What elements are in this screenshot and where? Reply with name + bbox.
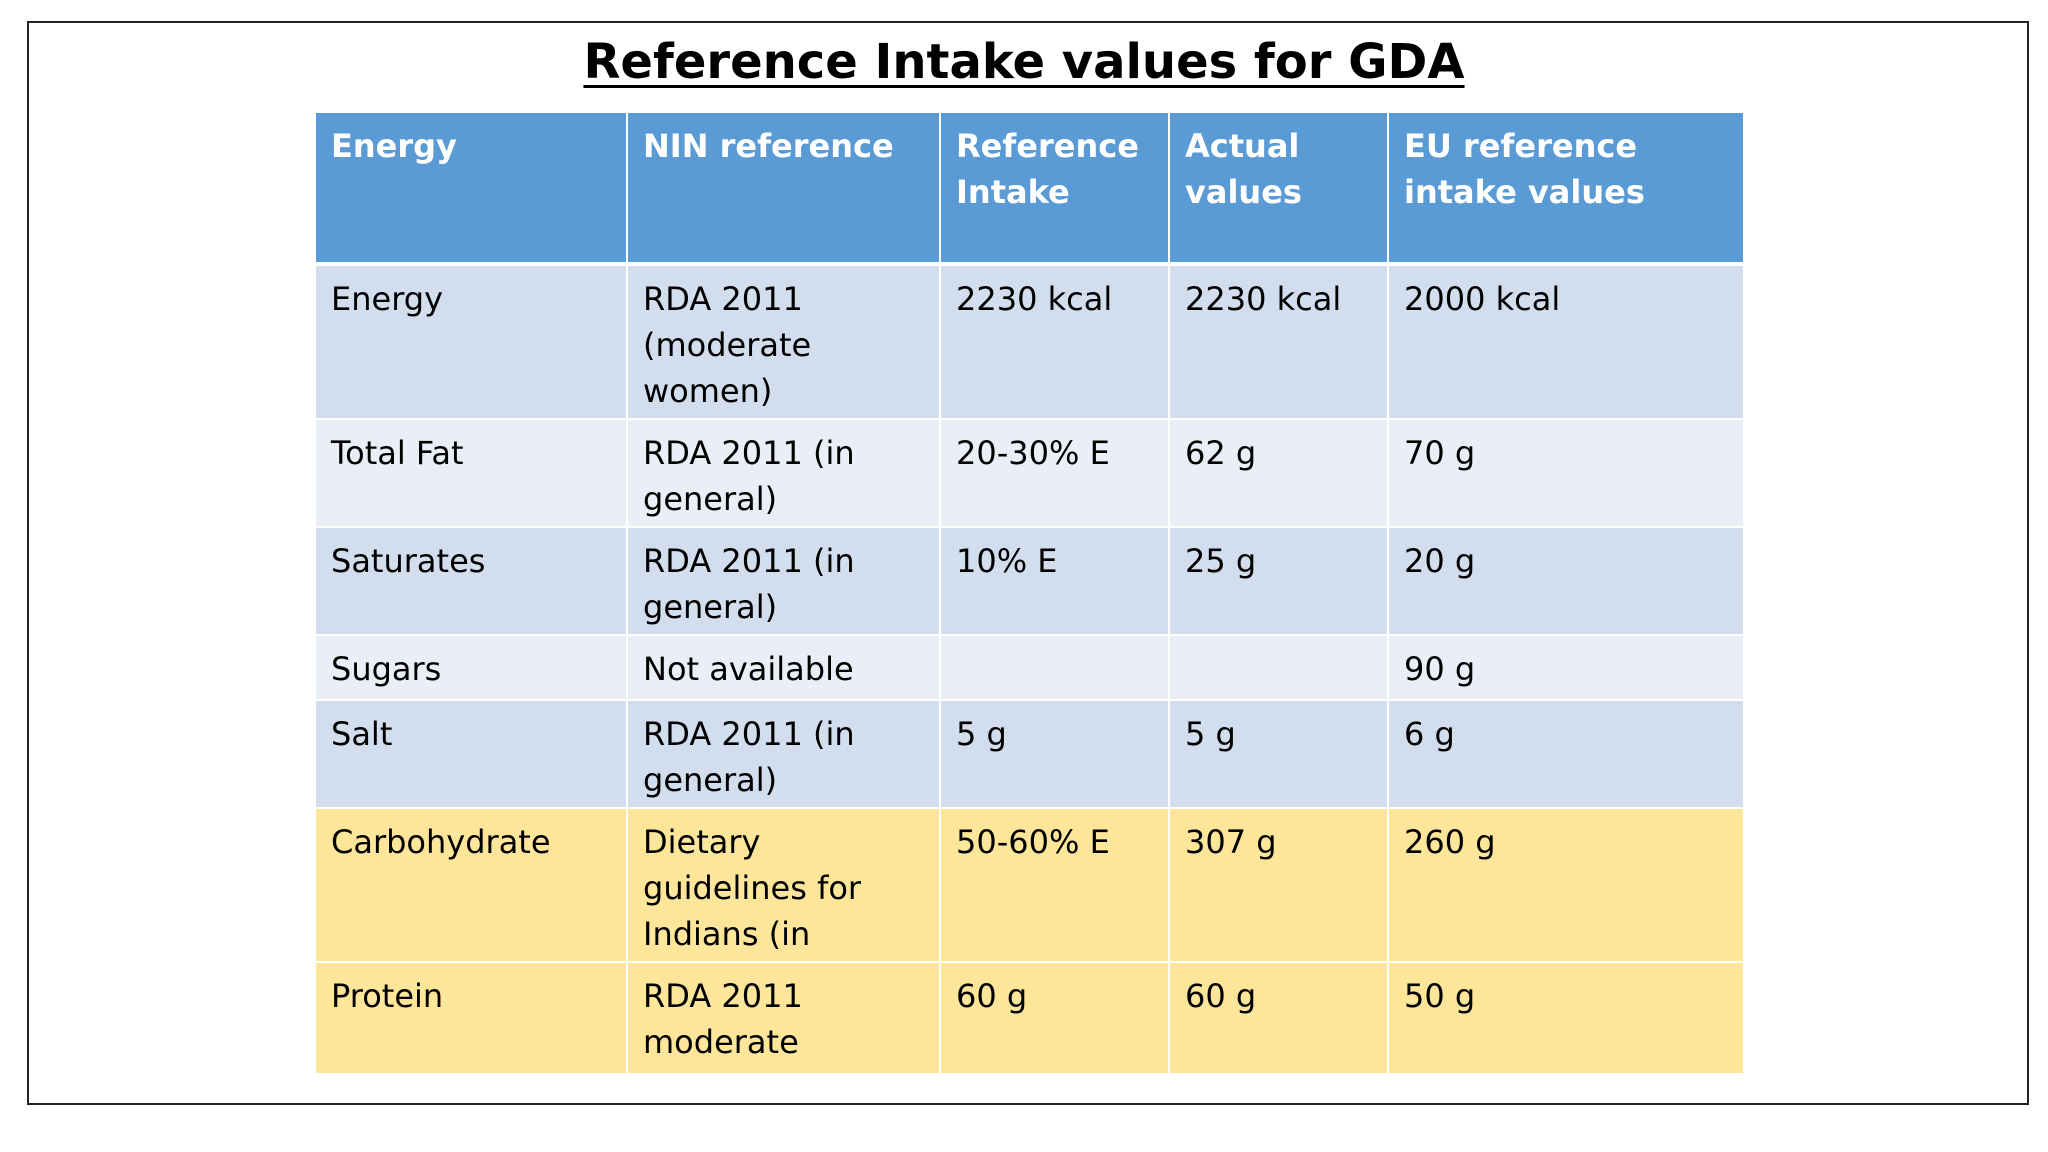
- header-cell-actual-values: Actual values: [1170, 113, 1389, 266]
- cell-nutrient: Protein: [316, 963, 628, 1075]
- cell-eu-reference-intake: 20 g: [1389, 528, 1743, 636]
- slide-title-text: Reference Intake values for GDA: [583, 34, 1465, 90]
- cell-nin-reference: RDA 2011 (moderate women): [628, 266, 941, 420]
- cell-eu-reference-intake: 90 g: [1389, 636, 1743, 701]
- gda-reference-table: Energy NIN reference Reference Intake Ac…: [316, 113, 1743, 1075]
- cell-actual-value: 307 g: [1170, 809, 1389, 963]
- cell-nutrient: Sugars: [316, 636, 628, 701]
- cell-nutrient: Salt: [316, 701, 628, 809]
- cell-actual-value: [1170, 636, 1389, 701]
- header-cell-nin-reference: NIN reference: [628, 113, 941, 266]
- cell-actual-value: 60 g: [1170, 963, 1389, 1075]
- cell-reference-intake: 60 g: [941, 963, 1170, 1075]
- cell-nin-reference: RDA 2011 (in general): [628, 528, 941, 636]
- cell-reference-intake: 10% E: [941, 528, 1170, 636]
- header-cell-reference-intake: Reference Intake: [941, 113, 1170, 266]
- header-cell-eu-reference-intake: EU reference intake values: [1389, 113, 1743, 266]
- cell-actual-value: 25 g: [1170, 528, 1389, 636]
- cell-eu-reference-intake: 70 g: [1389, 420, 1743, 528]
- cell-nin-reference: Not available: [628, 636, 941, 701]
- cell-actual-value: 5 g: [1170, 701, 1389, 809]
- cell-nutrient: Carbohydrate: [316, 809, 628, 963]
- cell-nin-reference: RDA 2011 moderate women: [628, 963, 941, 1075]
- cell-reference-intake: 2230 kcal: [941, 266, 1170, 420]
- cell-reference-intake: [941, 636, 1170, 701]
- cell-nutrient: Total Fat: [316, 420, 628, 528]
- cell-nin-reference: RDA 2011 (in general): [628, 420, 941, 528]
- cell-eu-reference-intake: 2000 kcal: [1389, 266, 1743, 420]
- cell-nin-reference: Dietary guidelines for Indians (in gener…: [628, 809, 941, 963]
- cell-eu-reference-intake: 50 g: [1389, 963, 1743, 1075]
- slide-title: Reference Intake values for GDA: [0, 28, 2048, 96]
- cell-actual-value: 2230 kcal: [1170, 266, 1389, 420]
- header-cell-energy: Energy: [316, 113, 628, 266]
- cell-nin-reference: RDA 2011 (in general): [628, 701, 941, 809]
- cell-reference-intake: 50-60% E: [941, 809, 1170, 963]
- cell-nutrient: Saturates: [316, 528, 628, 636]
- cell-nutrient: Energy: [316, 266, 628, 420]
- cell-eu-reference-intake: 6 g: [1389, 701, 1743, 809]
- cell-reference-intake: 5 g: [941, 701, 1170, 809]
- cell-eu-reference-intake: 260 g: [1389, 809, 1743, 963]
- cell-reference-intake: 20-30% E: [941, 420, 1170, 528]
- cell-actual-value: 62 g: [1170, 420, 1389, 528]
